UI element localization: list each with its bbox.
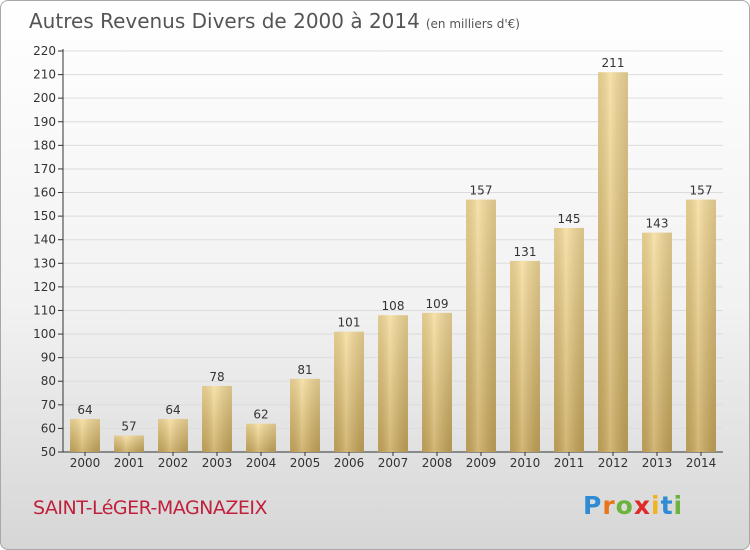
bar-shade — [334, 331, 364, 452]
bar-shade — [114, 435, 144, 452]
x-tick-label: 2003 — [202, 456, 233, 470]
x-tick-label: 2009 — [466, 456, 497, 470]
y-tick-label: 120 — [33, 280, 56, 294]
logo-letter: r — [602, 491, 616, 520]
data-label: 78 — [209, 370, 224, 384]
y-tick-label: 220 — [33, 44, 56, 58]
logo-letter: o — [615, 491, 634, 520]
bar-shade — [202, 385, 232, 452]
bar-shade — [510, 260, 540, 452]
data-label: 108 — [382, 299, 405, 313]
y-tick-label: 60 — [41, 421, 56, 435]
data-label: 62 — [253, 408, 268, 422]
x-tick-label: 2006 — [334, 456, 365, 470]
x-tick-label: 2012 — [598, 456, 629, 470]
data-label: 211 — [602, 56, 625, 70]
y-tick-label: 160 — [33, 186, 56, 200]
y-tick-label: 140 — [33, 233, 56, 247]
data-label: 157 — [690, 184, 713, 198]
bar-shade — [642, 232, 672, 452]
bar-shade — [246, 423, 276, 452]
y-tick-label: 50 — [41, 445, 56, 459]
chart-title-text: Autres Revenus Divers de 2000 à 2014 — [29, 9, 420, 33]
data-label: 157 — [470, 184, 493, 198]
bar-shade — [598, 72, 628, 453]
bar-shade — [686, 199, 716, 452]
bar-shade — [466, 199, 496, 452]
proxiti-logo: Proxiti — [583, 491, 683, 520]
y-tick-label: 80 — [41, 374, 56, 388]
chart-unit: (en milliers d'€) — [425, 17, 520, 31]
bar-shade — [158, 418, 188, 452]
commune-name: SAINT-LéGER-MAGNAZEIX — [33, 497, 268, 519]
logo-letter: t — [660, 491, 674, 520]
y-tick-label: 210 — [33, 68, 56, 82]
x-tick-label: 2000 — [70, 456, 101, 470]
x-tick-label: 2008 — [422, 456, 453, 470]
data-label: 145 — [558, 212, 581, 226]
y-tick-label: 130 — [33, 256, 56, 270]
data-label: 101 — [338, 316, 361, 330]
data-label: 64 — [165, 403, 180, 417]
x-tick-label: 2004 — [246, 456, 277, 470]
data-label: 131 — [514, 245, 537, 259]
y-tick-label: 190 — [33, 115, 56, 129]
bar-shade — [422, 312, 452, 452]
y-tick-label: 200 — [33, 91, 56, 105]
logo-letter: P — [583, 491, 603, 520]
bar-shade — [378, 315, 408, 452]
logo-letter: i — [673, 491, 684, 520]
bar-shade — [70, 418, 100, 452]
bar-shade — [290, 378, 320, 452]
y-tick-label: 100 — [33, 327, 56, 341]
x-tick-label: 2014 — [686, 456, 717, 470]
y-tick-label: 150 — [33, 209, 56, 223]
x-tick-label: 2002 — [158, 456, 189, 470]
bar-shade — [554, 227, 584, 452]
x-tick-label: 2001 — [114, 456, 145, 470]
chart-title: Autres Revenus Divers de 2000 à 2014 (en … — [29, 9, 520, 33]
logo-letter: x — [633, 491, 651, 520]
y-tick-label: 180 — [33, 138, 56, 152]
x-tick-label: 2010 — [510, 456, 541, 470]
x-tick-label: 2005 — [290, 456, 321, 470]
data-label: 109 — [426, 297, 449, 311]
x-tick-label: 2013 — [642, 456, 673, 470]
data-label: 81 — [297, 363, 312, 377]
y-tick-label: 170 — [33, 162, 56, 176]
data-label: 57 — [121, 419, 136, 433]
x-tick-label: 2011 — [554, 456, 585, 470]
data-label: 64 — [77, 403, 92, 417]
x-tick-label: 2007 — [378, 456, 409, 470]
y-tick-label: 70 — [41, 398, 56, 412]
logo-letter: i — [651, 491, 661, 520]
data-label: 143 — [646, 217, 669, 231]
y-tick-label: 90 — [41, 351, 56, 365]
y-tick-label: 110 — [33, 303, 56, 317]
